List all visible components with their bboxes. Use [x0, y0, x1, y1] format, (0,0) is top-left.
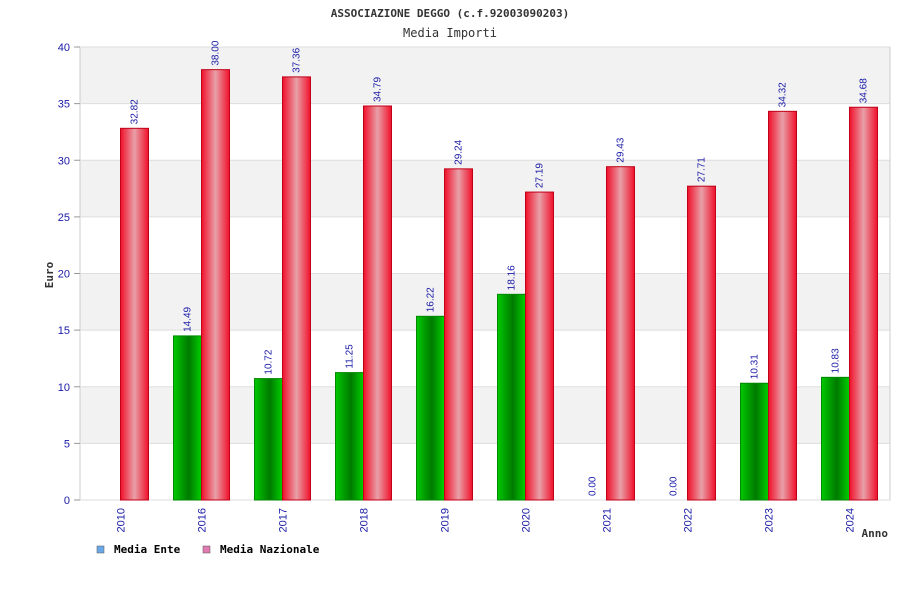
bar-media-nazionale — [768, 110, 797, 501]
data-label: 14.49 — [183, 306, 194, 331]
y-tick-label: 15 — [58, 325, 70, 337]
bar-media-nazionale — [282, 76, 311, 501]
x-tick-label: 2019 — [440, 508, 452, 532]
x-tick-label: 2018 — [359, 508, 371, 532]
x-tick-label: 2017 — [278, 508, 290, 532]
x-tick-label: 2010 — [116, 508, 128, 532]
x-tick-label: 2020 — [521, 508, 533, 532]
data-label: 32.82 — [130, 99, 141, 124]
legend-label: Media Ente — [114, 543, 181, 556]
bar-media-nazionale — [606, 166, 635, 501]
legend-swatch — [202, 545, 211, 554]
data-label: 29.24 — [454, 139, 465, 164]
x-tick-label: 2023 — [764, 508, 776, 532]
bar-media-nazionale — [120, 127, 149, 501]
data-label: 34.79 — [373, 77, 384, 102]
y-axis-label: Euro — [43, 261, 56, 288]
data-label: 37.36 — [292, 47, 303, 72]
bar-media-nazionale — [444, 168, 473, 501]
data-label: 0.00 — [669, 476, 680, 496]
data-label: 38.00 — [211, 40, 222, 65]
y-tick-label: 0 — [64, 495, 70, 507]
y-tick-label: 30 — [58, 155, 70, 167]
data-label: 10.31 — [750, 354, 761, 379]
chart-subtitle: Media Importi — [403, 26, 497, 40]
bar-media-ente — [821, 376, 850, 501]
data-label: 10.83 — [831, 348, 842, 373]
bar-media-nazionale — [363, 105, 392, 501]
bar-media-ente — [335, 372, 364, 501]
chart-title: ASSOCIAZIONE DEGGO (c.f.92003090203) — [331, 7, 569, 20]
data-label: 18.16 — [507, 265, 518, 290]
data-label: 10.72 — [264, 349, 275, 374]
bar-media-nazionale — [849, 106, 878, 501]
y-tick-label: 25 — [58, 212, 70, 224]
data-label: 29.43 — [616, 137, 627, 162]
x-axis-label: Anno — [862, 527, 889, 540]
x-tick-label: 2024 — [845, 508, 857, 532]
bar-media-nazionale — [201, 69, 230, 501]
y-tick-label: 35 — [58, 99, 70, 111]
x-tick-label: 2021 — [602, 508, 614, 532]
data-label: 34.68 — [859, 78, 870, 103]
legend-swatch — [96, 545, 105, 554]
data-labels: 32.82 14.49 38.00 10.72 37.36 11.25 34.79 16.22… — [130, 40, 870, 496]
y-tick-label: 10 — [58, 382, 70, 394]
data-label: 11.25 — [345, 344, 356, 369]
y-tick-label: 40 — [58, 42, 70, 54]
bar-media-ente — [740, 382, 769, 501]
data-label: 0.00 — [588, 476, 599, 496]
y-tick-label: 5 — [64, 438, 70, 450]
bar-media-nazionale — [525, 191, 554, 501]
data-label: 16.22 — [426, 287, 437, 312]
bars — [120, 69, 878, 501]
bar-media-ente — [254, 378, 283, 501]
bar-media-ente — [173, 335, 202, 501]
legend: Media Ente Media Nazionale — [96, 543, 320, 556]
x-tick-label: 2016 — [197, 508, 209, 532]
data-label: 34.32 — [778, 82, 789, 107]
data-label: 27.71 — [697, 157, 708, 182]
data-label: 27.19 — [535, 163, 546, 188]
bar-media-ente — [497, 293, 526, 501]
legend-label: Media Nazionale — [220, 543, 320, 556]
x-tick-label: 2022 — [683, 508, 695, 532]
y-tick-label: 20 — [58, 269, 70, 281]
x-axis-ticks: 2010 2016 2017 2018 2019 2020 2021 2022 2023 2024 — [116, 508, 857, 532]
bar-media-ente — [416, 315, 445, 501]
bar-media-nazionale — [687, 185, 716, 501]
y-axis-ticks: 0 5 10 15 20 25 30 35 40 — [58, 42, 80, 507]
